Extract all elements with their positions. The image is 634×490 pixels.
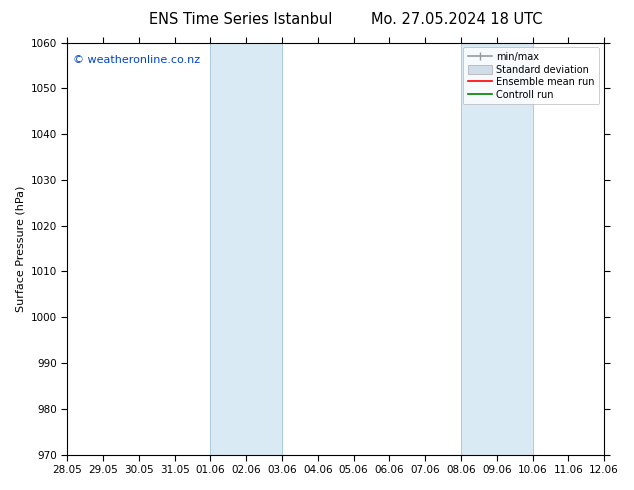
Text: © weatheronline.co.nz: © weatheronline.co.nz: [72, 55, 200, 65]
Text: ENS Time Series Istanbul: ENS Time Series Istanbul: [149, 12, 333, 27]
Bar: [210, 43, 282, 455]
Bar: [461, 43, 533, 455]
Legend: min/max, Standard deviation, Ensemble mean run, Controll run: min/max, Standard deviation, Ensemble me…: [463, 48, 599, 104]
Y-axis label: Surface Pressure (hPa): Surface Pressure (hPa): [15, 185, 25, 312]
Text: Mo. 27.05.2024 18 UTC: Mo. 27.05.2024 18 UTC: [371, 12, 542, 27]
